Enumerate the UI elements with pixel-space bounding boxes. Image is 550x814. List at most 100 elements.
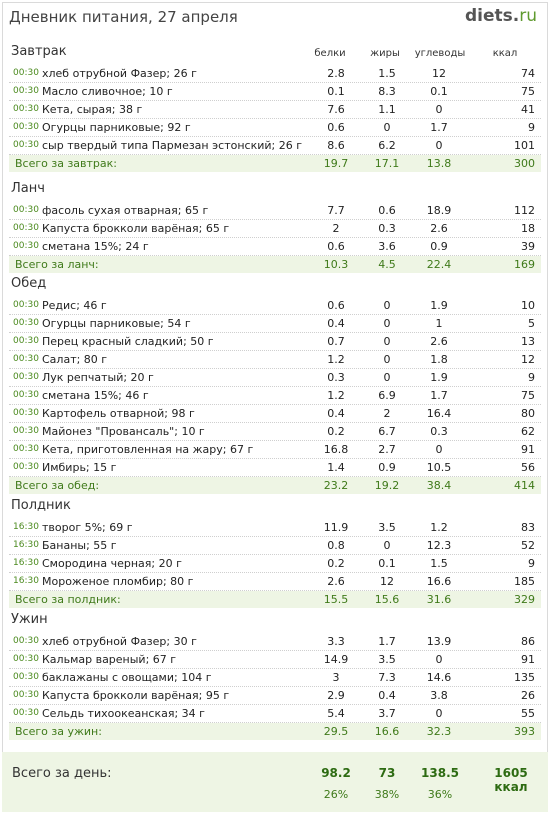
food-row[interactable]: 00:30 Кета, сырая; 38 г 7.6 1.1 0 41 bbox=[9, 101, 541, 119]
food-row[interactable]: 16:30 творог 5%; 69 г 11.9 3.5 1.2 83 bbox=[9, 519, 541, 537]
food-time: 00:30 bbox=[13, 223, 39, 233]
food-time: 00:30 bbox=[13, 462, 39, 472]
food-name[interactable]: Кета, приготовленная на жару; 67 г bbox=[42, 443, 254, 456]
food-name[interactable]: сметана 15%; 46 г bbox=[42, 389, 149, 402]
food-protein: 0.7 bbox=[327, 335, 345, 348]
food-row[interactable]: 00:30 Салат; 80 г 1.2 0 1.8 12 bbox=[9, 351, 541, 369]
food-row[interactable]: 00:30 сыр твердый типа Пармезан эстонский… bbox=[9, 137, 541, 155]
food-row[interactable]: 00:30 Сельдь тихоокеанская; 34 г 5.4 3.7 0 55 bbox=[9, 705, 541, 723]
food-name[interactable]: Капуста брокколи варёная; 95 г bbox=[42, 689, 230, 702]
food-name[interactable]: фасоль сухая отварная; 65 г bbox=[42, 204, 209, 217]
food-carbs: 1.7 bbox=[430, 121, 448, 134]
food-protein: 2.9 bbox=[327, 689, 345, 702]
food-name[interactable]: Масло сливочное; 10 г bbox=[42, 85, 173, 98]
food-carbs: 0 bbox=[435, 653, 443, 666]
food-row[interactable]: 00:30 Кальмар вареный; 67 г 14.9 3.5 0 91 bbox=[9, 651, 541, 669]
food-name[interactable]: Майонез "Провансаль"; 10 г bbox=[42, 425, 205, 438]
food-fat: 3.5 bbox=[378, 521, 396, 534]
food-name[interactable]: Лук репчатый; 20 г bbox=[42, 371, 154, 384]
food-fat: 3.5 bbox=[378, 653, 396, 666]
food-carbs: 12 bbox=[432, 67, 446, 80]
food-name[interactable]: Редис; 46 г bbox=[42, 299, 107, 312]
food-row[interactable]: 00:30 хлеб отрубной Фазер; 30 г 3.3 1.7 13.9… bbox=[9, 633, 541, 651]
food-name[interactable]: Смородина черная; 20 г bbox=[42, 557, 182, 570]
logo-tld: ru bbox=[519, 6, 537, 26]
food-name[interactable]: Кальмар вареный; 67 г bbox=[42, 653, 177, 666]
food-name[interactable]: Салат; 80 г bbox=[42, 353, 108, 366]
food-row[interactable]: 00:30 Имбирь; 15 г 1.4 0.9 10.5 56 bbox=[9, 459, 541, 477]
food-time: 16:30 bbox=[13, 540, 39, 550]
food-name[interactable]: хлеб отрубной Фазер; 26 г bbox=[42, 67, 197, 80]
food-time: 00:30 bbox=[13, 372, 39, 382]
food-carbs: 0.9 bbox=[430, 240, 448, 253]
food-row[interactable]: 00:30 Капуста брокколи варёная; 65 г 2 0.3 2… bbox=[9, 220, 541, 238]
food-time: 00:30 bbox=[13, 205, 39, 215]
day-total-fat: 73 bbox=[378, 766, 396, 780]
food-name[interactable]: сыр твердый типа Пармезан эстонский; 26 … bbox=[42, 139, 302, 152]
food-name[interactable]: сметана 15%; 24 г bbox=[42, 240, 149, 253]
food-row[interactable]: 00:30 Масло сливочное; 10 г 0.1 8.3 0.1 75 bbox=[9, 83, 541, 101]
food-row[interactable]: 00:30 сметана 15%; 46 г 1.2 6.9 1.7 75 bbox=[9, 387, 541, 405]
food-row[interactable]: 16:30 Мороженое пломбир; 80 г 2.6 12 16.6 185 bbox=[9, 573, 541, 591]
section-total-protein: 29.5 bbox=[323, 725, 349, 738]
section-total-label: Всего за обед: bbox=[15, 479, 100, 492]
food-protein: 0.1 bbox=[327, 85, 345, 98]
food-row[interactable]: 00:30 Лук репчатый; 20 г 0.3 0 1.9 9 bbox=[9, 369, 541, 387]
food-row[interactable]: 00:30 Капуста брокколи варёная; 95 г 2.9 0.… bbox=[9, 687, 541, 705]
food-kcal: 5 bbox=[528, 317, 535, 330]
food-name[interactable]: Имбирь; 15 г bbox=[42, 461, 117, 474]
food-row[interactable]: 00:30 баклажаны с овощами; 104 г 3 7.3 14.6 1… bbox=[9, 669, 541, 687]
food-protein: 3.3 bbox=[327, 635, 345, 648]
food-protein: 7.7 bbox=[327, 204, 345, 217]
food-row[interactable]: 00:30 Кета, приготовленная на жару; 67 г 1… bbox=[9, 441, 541, 459]
food-name[interactable]: хлеб отрубной Фазер; 30 г bbox=[42, 635, 197, 648]
food-name[interactable]: Капуста брокколи варёная; 65 г bbox=[42, 222, 230, 235]
food-protein: 0.4 bbox=[327, 317, 345, 330]
food-kcal: 91 bbox=[521, 443, 535, 456]
food-fat: 2.7 bbox=[378, 443, 396, 456]
food-name[interactable]: баклажаны с овощами; 104 г bbox=[42, 671, 212, 684]
food-fat: 12 bbox=[380, 575, 394, 588]
food-name[interactable]: Мороженое пломбир; 80 г bbox=[42, 575, 194, 588]
food-protein: 11.9 bbox=[323, 521, 349, 534]
food-row[interactable]: 00:30 Майонез "Провансаль"; 10 г 0.2 6.7 0.3… bbox=[9, 423, 541, 441]
food-fat: 0 bbox=[383, 317, 391, 330]
section-total-protein: 19.7 bbox=[323, 157, 349, 170]
food-fat: 1.1 bbox=[378, 103, 396, 116]
food-name[interactable]: Огурцы парниковые; 54 г bbox=[42, 317, 191, 330]
food-time: 00:30 bbox=[13, 636, 39, 646]
food-carbs: 1.9 bbox=[430, 299, 448, 312]
food-row[interactable]: 00:30 хлеб отрубной Фазер; 26 г 2.8 1.5 12 74 bbox=[9, 65, 541, 83]
food-row[interactable]: 16:30 Смородина черная; 20 г 0.2 0.1 1.5 9 bbox=[9, 555, 541, 573]
food-row[interactable]: 00:30 Картофель отварной; 98 г 0.4 2 16.4 80 bbox=[9, 405, 541, 423]
food-fat: 1.5 bbox=[378, 67, 396, 80]
food-protein: 1.4 bbox=[327, 461, 345, 474]
food-name[interactable]: творог 5%; 69 г bbox=[42, 521, 133, 534]
food-name[interactable]: Сельдь тихоокеанская; 34 г bbox=[42, 707, 205, 720]
food-protein: 8.6 bbox=[327, 139, 345, 152]
food-row[interactable]: 00:30 Огурцы парниковые; 92 г 0.6 0 1.7 9 bbox=[9, 119, 541, 137]
food-name[interactable]: Кета, сырая; 38 г bbox=[42, 103, 143, 116]
section-total-protein: 23.2 bbox=[323, 479, 349, 492]
food-kcal: 83 bbox=[521, 521, 535, 534]
food-name[interactable]: Картофель отварной; 98 г bbox=[42, 407, 195, 420]
food-row[interactable]: 00:30 Редис; 46 г 0.6 0 1.9 10 bbox=[9, 297, 541, 315]
food-row[interactable]: 16:30 Бананы; 55 г 0.8 0 12.3 52 bbox=[9, 537, 541, 555]
header: Дневник питания, 27 апреля diets.ru bbox=[0, 0, 550, 34]
food-row[interactable]: 00:30 Огурцы парниковые; 54 г 0.4 0 1 5 bbox=[9, 315, 541, 333]
section-total-fat: 19.2 bbox=[374, 479, 400, 492]
section-total-carbs: 38.4 bbox=[426, 479, 452, 492]
food-fat: 0.4 bbox=[378, 689, 396, 702]
food-name[interactable]: Бананы; 55 г bbox=[42, 539, 117, 552]
food-name[interactable]: Перец красный сладкий; 50 г bbox=[42, 335, 214, 348]
food-kcal: 13 bbox=[521, 335, 535, 348]
food-kcal: 91 bbox=[521, 653, 535, 666]
food-name[interactable]: Огурцы парниковые; 92 г bbox=[42, 121, 191, 134]
food-time: 00:30 bbox=[13, 672, 39, 682]
site-logo[interactable]: diets.ru bbox=[465, 6, 537, 26]
food-kcal: 86 bbox=[521, 635, 535, 648]
section-total-kcal: 300 bbox=[514, 157, 535, 170]
food-row[interactable]: 00:30 сметана 15%; 24 г 0.6 3.6 0.9 39 bbox=[9, 238, 541, 256]
food-row[interactable]: 00:30 Перец красный сладкий; 50 г 0.7 0 2.6 1… bbox=[9, 333, 541, 351]
food-row[interactable]: 00:30 фасоль сухая отварная; 65 г 7.7 0.6 18… bbox=[9, 202, 541, 220]
